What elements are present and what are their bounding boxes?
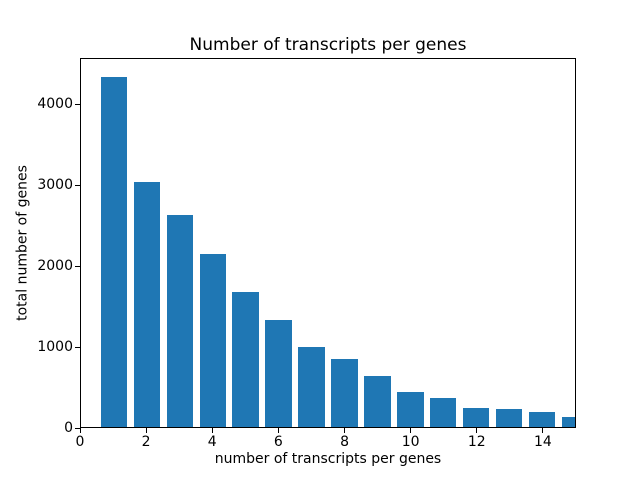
x-axis-label: number of transcripts per genes <box>214 451 442 467</box>
bar-x8 <box>331 358 358 427</box>
bar-x7 <box>298 346 325 427</box>
bar-x6 <box>265 319 292 427</box>
chart-title: Number of transcripts per genes <box>189 35 467 55</box>
y-tick-label: 2000 <box>37 258 73 275</box>
y-tick-mark <box>75 346 80 348</box>
x-tick-mark <box>211 428 213 433</box>
bar-x3 <box>166 215 193 427</box>
x-tick-label: 6 <box>273 434 283 450</box>
x-tick-label: 8 <box>340 434 349 450</box>
bar-x5 <box>232 292 259 427</box>
bar-x1 <box>100 76 128 427</box>
bar-x4 <box>199 254 226 427</box>
x-tick-mark <box>476 428 478 433</box>
bar-x10 <box>397 392 424 427</box>
x-tick-label: 2 <box>141 434 151 450</box>
bar-x2 <box>133 181 161 427</box>
y-tick-label: 3000 <box>37 177 73 194</box>
y-tick-label: 1000 <box>37 339 73 356</box>
bar-x11 <box>430 398 457 427</box>
y-axis-label: total number of genes <box>14 165 31 321</box>
x-tick-label: 0 <box>75 434 85 450</box>
x-tick-mark <box>277 428 279 433</box>
y-tick-mark <box>75 184 80 186</box>
x-tick-mark <box>79 428 81 433</box>
x-tick-label: 4 <box>207 434 217 450</box>
x-tick-label: 10 <box>401 434 420 450</box>
bar-x15 <box>561 416 575 427</box>
plot-area <box>80 58 576 428</box>
x-tick-mark <box>410 428 412 433</box>
x-tick-mark <box>542 428 544 433</box>
bar-x13 <box>495 409 523 427</box>
y-tick-mark <box>75 265 80 267</box>
x-tick-mark <box>145 428 147 433</box>
bar-x9 <box>364 376 391 427</box>
bar-x14 <box>528 411 556 427</box>
y-tick-mark <box>75 427 80 429</box>
y-tick-mark <box>75 103 80 105</box>
y-tick-label: 4000 <box>37 96 73 113</box>
x-tick-mark <box>344 428 346 433</box>
y-tick-label: 0 <box>64 420 73 436</box>
bar-x12 <box>463 407 490 427</box>
x-tick-label: 14 <box>534 434 552 450</box>
x-tick-label: 12 <box>467 434 486 450</box>
